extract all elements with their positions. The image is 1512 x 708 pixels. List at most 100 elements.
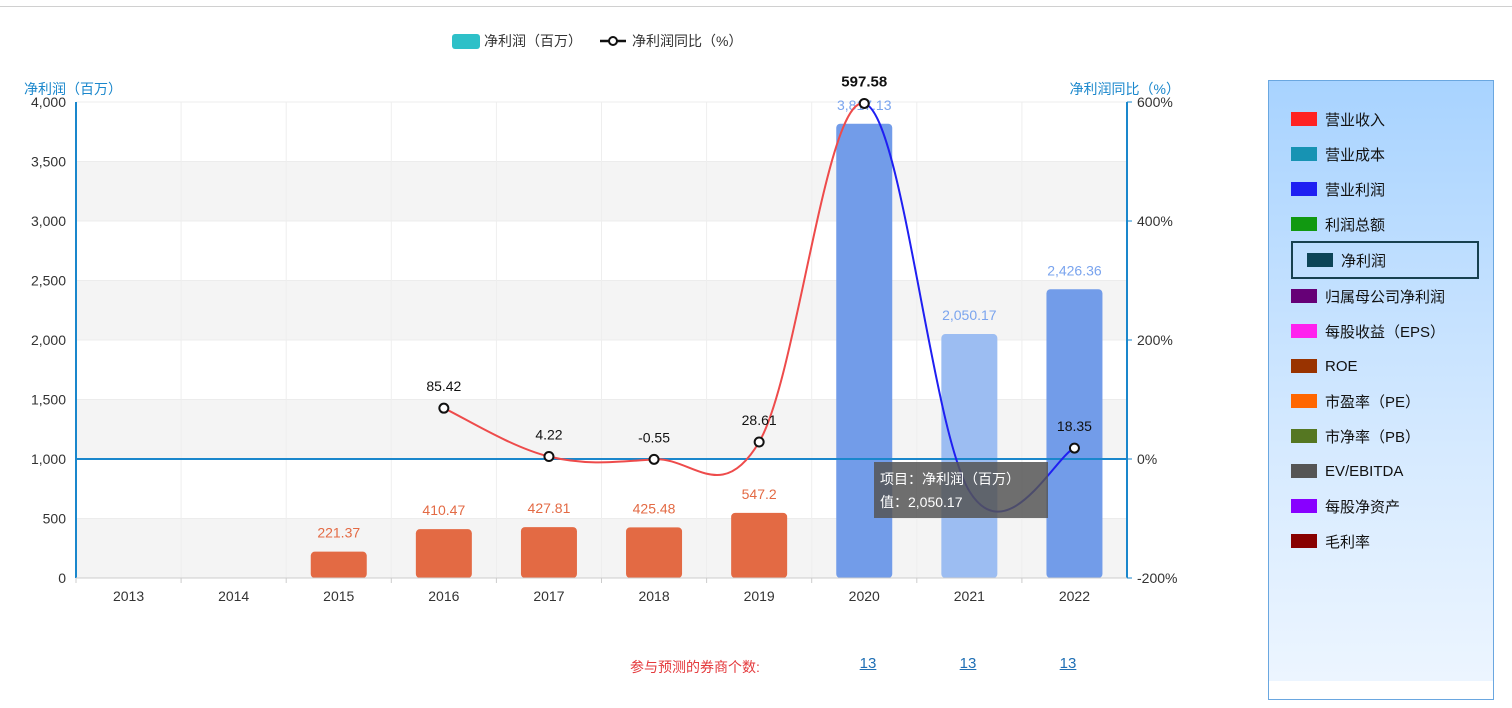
bar-label-2021: 2,050.17 — [942, 307, 997, 323]
metric-color-swatch — [1307, 253, 1333, 267]
bar-2017 — [520, 527, 577, 578]
line-point-2016 — [438, 402, 450, 414]
bar-2021 — [941, 334, 998, 578]
broker-count-2022[interactable]: 13 — [1059, 655, 1077, 672]
y-right-tick: 200% — [1137, 332, 1173, 348]
bar-label-2015: 221.37 — [317, 525, 360, 541]
metric-option-4[interactable]: 净利润 — [1291, 241, 1479, 279]
line-point-2020 — [858, 97, 870, 109]
x-tick-2016: 2016 — [428, 588, 459, 604]
metric-label: EV/EBITDA — [1325, 462, 1404, 480]
y-right-tick: 0% — [1137, 451, 1157, 467]
y-right-title: 净利润同比（%） — [1070, 81, 1180, 97]
line-label-2019: 28.61 — [742, 412, 777, 428]
metric-label: 利润总额 — [1325, 216, 1386, 234]
metric-label: ROE — [1325, 357, 1358, 375]
line-point-2017 — [543, 450, 555, 462]
metric-option-9[interactable]: 市净率（PB） — [1291, 422, 1420, 450]
metric-color-swatch — [1291, 534, 1317, 548]
broker-count-2020[interactable]: 13 — [859, 655, 877, 672]
metric-label: 营业成本 — [1325, 146, 1386, 164]
line-point-2019 — [753, 436, 765, 448]
x-tick-2019: 2019 — [744, 588, 775, 604]
line-segment — [758, 102, 865, 443]
metric-color-swatch — [1291, 394, 1317, 408]
panel-footer — [1269, 681, 1493, 699]
x-tick-2018: 2018 — [638, 588, 669, 604]
x-tick-2015: 2015 — [323, 588, 354, 604]
metric-color-swatch — [1291, 112, 1317, 126]
metric-option-5[interactable]: 归属母公司净利润 — [1291, 282, 1445, 310]
metric-label: 每股净资产 — [1325, 498, 1401, 516]
legend-bar-label: 净利润（百万） — [484, 33, 582, 49]
line-segment — [863, 102, 971, 492]
x-tick-2017: 2017 — [533, 588, 564, 604]
line-segment — [548, 455, 655, 464]
y-left-tick: 3,000 — [31, 213, 66, 229]
metric-option-12[interactable]: 毛利率 — [1291, 527, 1370, 555]
x-tick-2022: 2022 — [1059, 588, 1090, 604]
x-tick-2013: 2013 — [113, 588, 144, 604]
y-left-tick: 4,000 — [31, 94, 66, 110]
y-left-tick: 0 — [58, 570, 66, 586]
metric-option-2[interactable]: 营业利润 — [1291, 175, 1385, 203]
metric-option-7[interactable]: ROE — [1291, 352, 1358, 380]
y-right-tick: 600% — [1137, 94, 1173, 110]
metric-color-swatch — [1291, 464, 1317, 478]
y-left-tick: 1,500 — [31, 392, 66, 408]
y-left-tick: 2,500 — [31, 273, 66, 289]
line-point-2022 — [1068, 442, 1080, 454]
tooltip-line-1: 项目：净利润（百万） — [880, 471, 1020, 487]
metric-label: 营业收入 — [1325, 111, 1386, 129]
metric-color-swatch — [1291, 147, 1317, 161]
top-divider — [0, 6, 1512, 7]
y-right-tick: -200% — [1137, 570, 1177, 586]
bar-label-2017: 427.81 — [528, 500, 571, 516]
x-tick-2014: 2014 — [218, 588, 249, 604]
line-label-2022: 18.35 — [1057, 418, 1092, 434]
metric-color-swatch — [1291, 217, 1317, 231]
metric-color-swatch — [1291, 359, 1317, 373]
broker-count-2021[interactable]: 13 — [959, 655, 977, 672]
line-label-2020: 597.58 — [841, 73, 887, 90]
metric-option-8[interactable]: 市盈率（PE） — [1291, 387, 1420, 415]
y-left-tick: 500 — [43, 511, 67, 527]
legend-line-label: 净利润同比（%） — [632, 33, 742, 49]
metric-label: 净利润 — [1341, 252, 1387, 270]
net-profit-chart: 221.37410.47427.81425.48547.23,817.132,0… — [24, 33, 1180, 604]
bar-2022 — [1046, 289, 1103, 578]
metric-color-swatch — [1291, 289, 1317, 303]
broker-count-row: 参与预测的券商个数: 13 13 13 — [0, 655, 1250, 679]
y-left-tick: 1,000 — [31, 451, 66, 467]
metric-color-swatch — [1291, 182, 1317, 196]
bar-label-2019: 547.2 — [742, 486, 777, 502]
metric-label: 归属母公司净利润 — [1325, 288, 1446, 306]
metric-option-11[interactable]: 每股净资产 — [1291, 492, 1400, 520]
metric-selector-panel: 营业收入营业成本营业利润利润总额净利润归属母公司净利润 每股收益（EPS） ROE 市… — [1268, 80, 1494, 700]
y-left-tick: 3,500 — [31, 154, 66, 170]
line-segment — [653, 441, 761, 476]
line-point-2018 — [648, 453, 660, 465]
y-left-title: 净利润（百万） — [24, 81, 122, 97]
metric-color-swatch — [1291, 499, 1317, 513]
metric-label: 营业利润 — [1325, 181, 1386, 199]
y-right-tick: 400% — [1137, 213, 1173, 229]
bar-2018 — [626, 527, 683, 578]
metric-option-3[interactable]: 利润总额 — [1291, 210, 1385, 238]
metric-label: 市盈率（PE） — [1325, 393, 1421, 411]
bar-2019 — [731, 512, 788, 578]
bar-2016 — [415, 529, 472, 578]
tooltip-line-2: 值：2,050.17 — [880, 494, 963, 510]
line-segment — [443, 407, 550, 458]
metric-option-1[interactable]: 营业成本 — [1291, 140, 1385, 168]
metric-option-10[interactable]: EV/EBITDA — [1291, 457, 1403, 485]
x-tick-2021: 2021 — [954, 588, 985, 604]
metric-label: 每股收益（EPS） — [1325, 323, 1446, 341]
metric-option-0[interactable]: 营业收入 — [1291, 105, 1385, 133]
metric-color-swatch — [1291, 429, 1317, 443]
metric-label: 毛利率 — [1325, 533, 1371, 551]
metric-option-6[interactable]: 每股收益（EPS） — [1291, 317, 1445, 345]
bar-2015 — [310, 551, 367, 578]
x-tick-2020: 2020 — [849, 588, 880, 604]
broker-count-label: 参与预测的券商个数: — [630, 659, 760, 675]
